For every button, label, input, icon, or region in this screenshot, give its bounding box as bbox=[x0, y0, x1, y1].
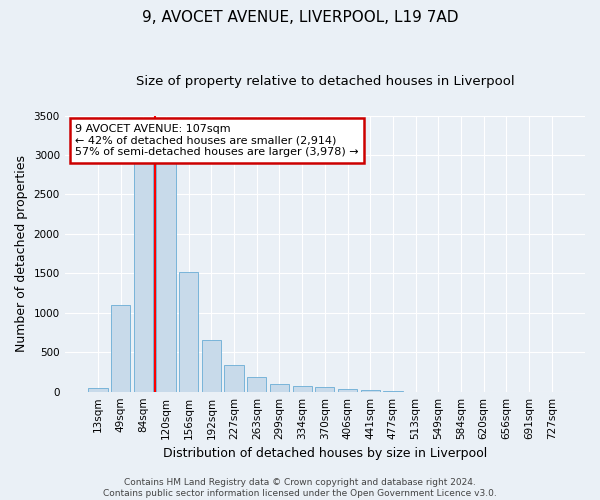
Y-axis label: Number of detached properties: Number of detached properties bbox=[15, 155, 28, 352]
Bar bbox=[315, 388, 334, 392]
Text: Contains HM Land Registry data © Crown copyright and database right 2024.
Contai: Contains HM Land Registry data © Crown c… bbox=[103, 478, 497, 498]
Bar bbox=[224, 365, 244, 392]
Bar bbox=[270, 384, 289, 392]
Bar bbox=[361, 390, 380, 392]
Text: 9, AVOCET AVENUE, LIVERPOOL, L19 7AD: 9, AVOCET AVENUE, LIVERPOOL, L19 7AD bbox=[142, 10, 458, 25]
Bar bbox=[179, 272, 199, 392]
X-axis label: Distribution of detached houses by size in Liverpool: Distribution of detached houses by size … bbox=[163, 447, 487, 460]
Bar bbox=[247, 377, 266, 392]
Title: Size of property relative to detached houses in Liverpool: Size of property relative to detached ho… bbox=[136, 75, 514, 88]
Bar bbox=[88, 388, 107, 392]
Bar bbox=[111, 305, 130, 392]
Bar bbox=[293, 386, 312, 392]
Bar bbox=[338, 389, 357, 392]
Text: 9 AVOCET AVENUE: 107sqm
← 42% of detached houses are smaller (2,914)
57% of semi: 9 AVOCET AVENUE: 107sqm ← 42% of detache… bbox=[75, 124, 359, 157]
Bar bbox=[157, 162, 176, 392]
Bar bbox=[134, 162, 153, 392]
Bar bbox=[202, 340, 221, 392]
